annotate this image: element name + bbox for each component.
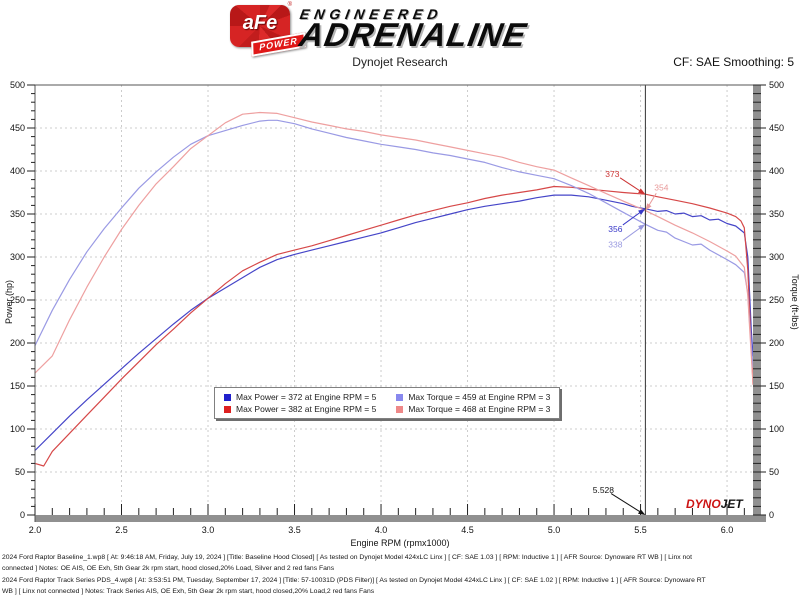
watermark-jet: JET — [720, 497, 743, 511]
legend-entry: Max Torque = 468 at Engine RPM = 3 — [396, 403, 550, 415]
svg-text:2.0: 2.0 — [29, 525, 42, 535]
legend-entry: Max Power = 372 at Engine RPM = 5 — [224, 391, 376, 403]
svg-text:5.528: 5.528 — [593, 485, 615, 495]
legend-entry-label: Max Torque = 468 at Engine RPM = 3 — [408, 404, 551, 414]
svg-text:50: 50 — [15, 467, 25, 477]
svg-text:100: 100 — [769, 424, 784, 434]
legend-entry-label: Max Torque = 459 at Engine RPM = 3 — [408, 392, 551, 402]
chart-legend: Max Power = 372 at Engine RPM = 5 Max Pow… — [214, 387, 561, 419]
legend-swatch-icon — [224, 405, 231, 413]
svg-text:Power (hp): Power (hp) — [4, 280, 14, 324]
header: aFe ® POWER ENGINEERED ADRENALINE Dynoje… — [0, 0, 800, 78]
svg-text:6.0: 6.0 — [721, 525, 734, 535]
legend-entry-label: Max Power = 382 at Engine RPM = 5 — [236, 404, 377, 414]
svg-text:338: 338 — [608, 239, 622, 249]
svg-text:500: 500 — [10, 80, 25, 90]
legend-swatch-icon — [224, 393, 231, 401]
svg-text:350: 350 — [769, 209, 784, 219]
svg-text:Torque (ft-lbs): Torque (ft-lbs) — [790, 274, 800, 330]
series-track-power — [34, 185, 754, 467]
afe-adrenaline-logo: aFe ® POWER ENGINEERED ADRENALINE — [230, 2, 530, 57]
registered-mark: ® — [287, 2, 292, 8]
legend-entry: Max Power = 382 at Engine RPM = 5 — [224, 403, 376, 415]
svg-text:250: 250 — [769, 295, 784, 305]
run-info-baseline-line2: connected ] Notes: OE AIS, OE Exh, 5th G… — [2, 564, 335, 572]
svg-text:400: 400 — [769, 166, 784, 176]
svg-text:150: 150 — [10, 381, 25, 391]
legend-swatch-icon — [396, 405, 404, 413]
svg-text:3.5: 3.5 — [288, 525, 301, 535]
svg-text:0: 0 — [20, 510, 25, 520]
svg-text:200: 200 — [769, 338, 784, 348]
smoothing-setting-label: CF: SAE Smoothing: 5 — [673, 55, 794, 69]
series-baseline-torque — [34, 119, 754, 368]
run-info-track-line1: 2024 Ford Raptor Track Series PDS_4.wp8 … — [2, 577, 706, 584]
run-info-baseline: 2024 Ford Raptor Baseline_1.wp8 [ At: 9:… — [2, 553, 799, 574]
legend-swatch-icon — [396, 393, 404, 401]
svg-text:5.0: 5.0 — [548, 525, 561, 535]
svg-text:0: 0 — [769, 510, 774, 520]
svg-text:450: 450 — [10, 123, 25, 133]
afe-badge-text: aFe — [242, 12, 278, 34]
svg-text:50: 50 — [769, 467, 779, 477]
chart-subtitle: Dynojet Research — [352, 55, 448, 69]
svg-text:4.5: 4.5 — [461, 525, 474, 535]
svg-text:3.0: 3.0 — [202, 525, 215, 535]
dynojet-watermark: DYNOJET — [686, 498, 743, 510]
watermark-dyno: DYNO — [686, 497, 721, 511]
svg-text:150: 150 — [769, 381, 784, 391]
run-info-baseline-line1: 2024 Ford Raptor Baseline_1.wp8 [ At: 9:… — [2, 554, 692, 561]
series-track-torque — [34, 111, 754, 385]
svg-text:250: 250 — [10, 295, 25, 305]
svg-text:300: 300 — [769, 252, 784, 262]
svg-text:300: 300 — [10, 252, 25, 262]
svg-text:500: 500 — [769, 80, 784, 90]
svg-text:450: 450 — [769, 123, 784, 133]
legend-entry-label: Max Power = 372 at Engine RPM = 5 — [236, 392, 377, 402]
run-info-footer: 2024 Ford Raptor Baseline_1.wp8 [ At: 9:… — [2, 553, 799, 599]
svg-text:Engine RPM (rpmx1000): Engine RPM (rpmx1000) — [350, 538, 449, 548]
svg-text:400: 400 — [10, 166, 25, 176]
svg-text:373: 373 — [605, 169, 619, 179]
svg-text:4.0: 4.0 — [375, 525, 388, 535]
svg-text:2.5: 2.5 — [115, 525, 128, 535]
run-info-track-series: 2024 Ford Raptor Track Series PDS_4.wp8 … — [2, 576, 799, 597]
run-info-track-line2: WB ] [ Linx not connected ] Notes: Track… — [2, 587, 375, 595]
series-baseline-power — [34, 194, 754, 452]
legend-entry: Max Torque = 459 at Engine RPM = 3 — [396, 391, 550, 403]
svg-text:354: 354 — [654, 183, 668, 193]
svg-text:356: 356 — [608, 224, 622, 234]
afe-power-badge-icon: aFe ® POWER — [230, 2, 306, 57]
svg-text:100: 100 — [10, 424, 25, 434]
svg-text:350: 350 — [10, 209, 25, 219]
svg-text:200: 200 — [10, 338, 25, 348]
svg-text:5.5: 5.5 — [634, 525, 647, 535]
